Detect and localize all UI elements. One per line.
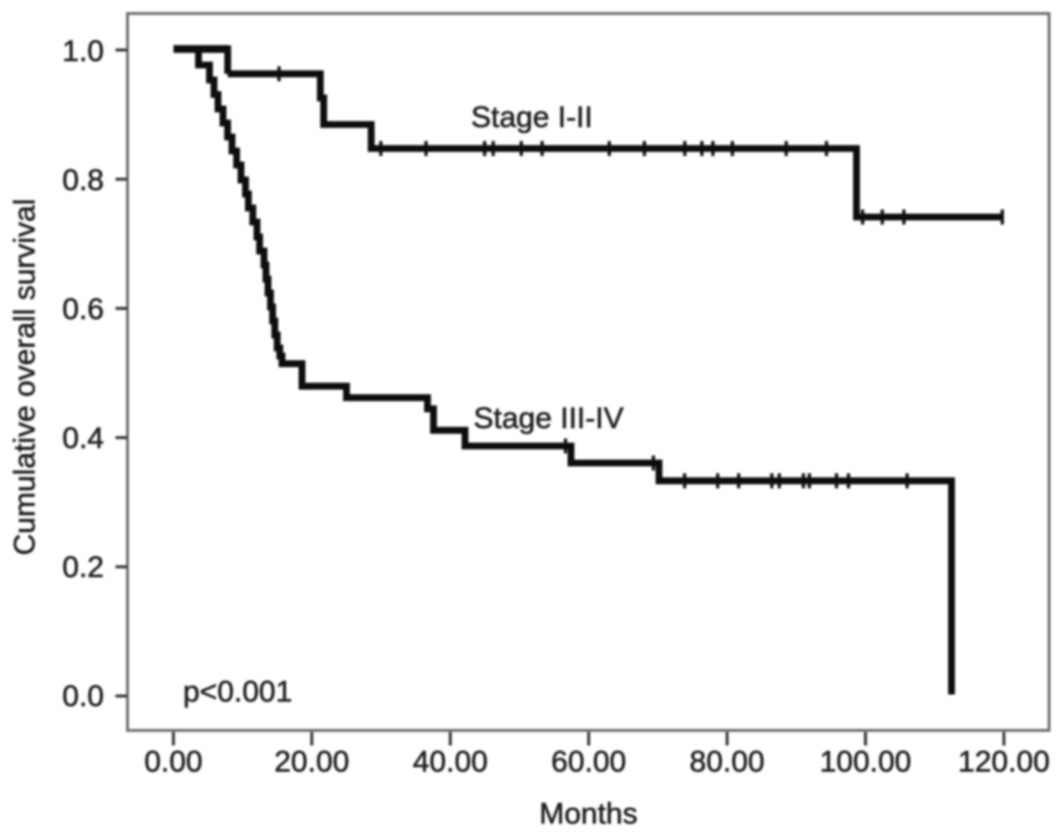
svg-text:40.00: 40.00: [413, 746, 488, 779]
svg-text:Stage III-IV: Stage III-IV: [474, 402, 624, 435]
svg-text:0.8: 0.8: [62, 164, 104, 197]
svg-text:Months: Months: [539, 797, 637, 830]
svg-text:1.0: 1.0: [62, 35, 104, 68]
svg-text:80.00: 80.00: [690, 746, 765, 779]
svg-text:Cumulative overall survival: Cumulative overall survival: [9, 199, 42, 556]
svg-text:0.00: 0.00: [144, 746, 202, 779]
svg-text:0.6: 0.6: [62, 293, 104, 326]
svg-text:20.00: 20.00: [274, 746, 349, 779]
svg-text:100.00: 100.00: [820, 746, 912, 779]
svg-text:120.00: 120.00: [958, 746, 1050, 779]
svg-text:0.0: 0.0: [62, 680, 104, 713]
svg-text:p<0.001: p<0.001: [183, 675, 292, 708]
svg-text:0.4: 0.4: [62, 422, 104, 455]
svg-text:60.00: 60.00: [551, 746, 626, 779]
svg-text:Stage I-II: Stage I-II: [471, 101, 593, 134]
svg-text:0.2: 0.2: [62, 551, 104, 584]
